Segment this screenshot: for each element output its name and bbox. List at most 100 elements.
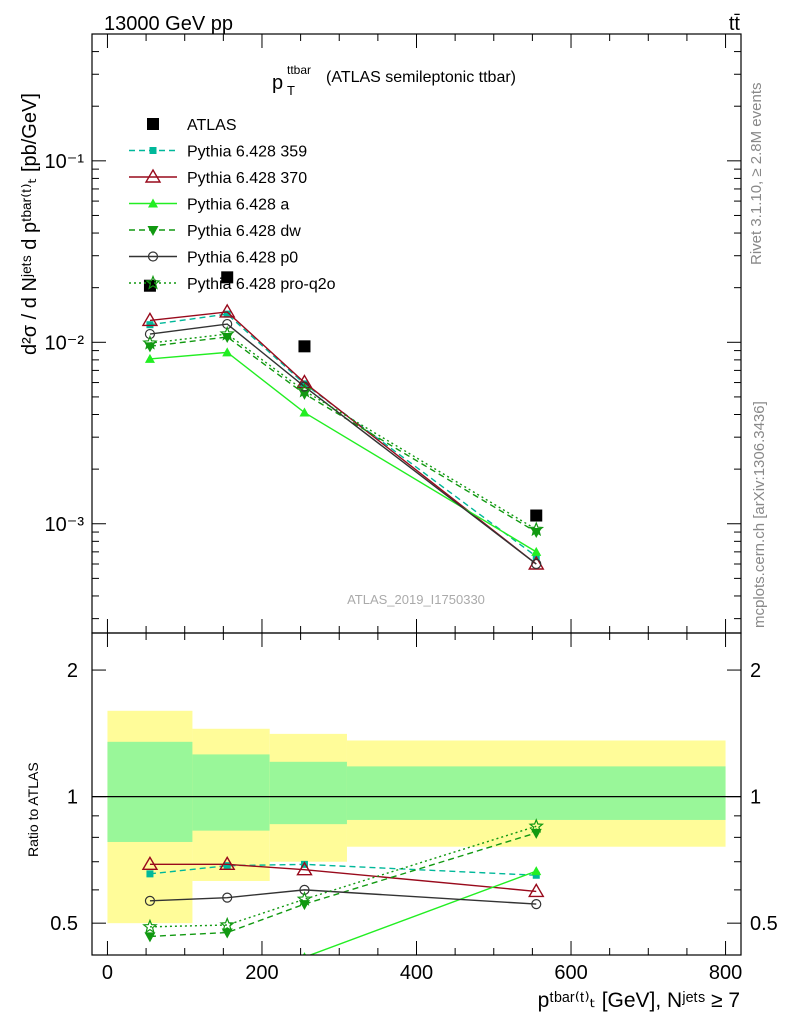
ratio-band-green-3	[346, 766, 726, 820]
ratio-band-green-1	[192, 754, 270, 831]
main-line-series-3	[149, 351, 537, 553]
ratio-point-series-4-1	[222, 892, 233, 903]
main-line-series-4	[149, 336, 537, 533]
main-line-series-1	[149, 313, 537, 558]
ratio-point-series-5-3	[528, 818, 545, 833]
ratio-point-series-0-1	[223, 862, 231, 870]
ratio-point-series-0-2	[300, 860, 308, 868]
ratio-point-series-1-1	[218, 855, 236, 871]
x-tick-label: 400	[400, 962, 433, 984]
legend-label-2: Pythia 6.428 370	[187, 170, 307, 187]
main-point-series-1-1	[223, 310, 231, 318]
ratio-point-series-2-0	[145, 961, 155, 970]
main-panel: 10⁻¹ 10⁻² 10⁻³	[45, 33, 742, 634]
main-point-series-6-1	[219, 325, 235, 341]
main-y-tick-label: 10⁻¹	[45, 151, 85, 173]
ratio-line-series-0	[149, 863, 537, 876]
ratio-line-series-2	[308, 870, 537, 955]
ratio-point-series-2-1	[222, 966, 232, 975]
x-tick-label: 600	[554, 962, 587, 984]
ratio-line-series-3	[149, 832, 537, 938]
legend-label-3: Pythia 6.428 a	[187, 197, 289, 214]
main-line-series-2	[149, 311, 537, 565]
ratio-y-tick-label-left: 1	[67, 787, 78, 809]
main-point-series-0-3	[530, 509, 543, 522]
ratio-line-series-1	[149, 863, 537, 893]
main-point-series-0-2	[298, 340, 311, 353]
header-left: 13000 GeV pp	[104, 13, 233, 35]
ratio-point-series-3-1	[221, 928, 233, 939]
main-point-series-5-0	[144, 328, 156, 340]
legend-marker-2	[144, 168, 162, 183]
main-point-series-3-0	[144, 353, 155, 363]
main-line-series-6	[149, 333, 537, 531]
main-point-series-0-1	[221, 271, 234, 284]
x-tick-label: 200	[245, 962, 278, 984]
main-y-axis-label: d²σ / d Nʲᵉᵗˢ d pᵗᵇᵃʳ⁽ᵗ⁾ₜ [pb/GeV]	[19, 93, 41, 355]
main-point-series-3-2	[299, 407, 310, 417]
ratio-y-tick-label-left: 2	[67, 660, 78, 682]
legend-label-0: ATLAS	[187, 117, 237, 134]
legend-marker-6	[145, 274, 161, 290]
ratio-panel: 0 200 400 600 800 2 2 1 1 0.5 0.5	[50, 632, 778, 984]
ratio-point-series-4-3	[531, 899, 542, 910]
main-point-series-5-2	[299, 381, 310, 392]
ratio-point-series-5-1	[219, 916, 235, 932]
ratio-point-series-5-2	[296, 891, 313, 906]
main-y-tick-label: 10⁻³	[45, 514, 85, 536]
rivet-label: Rivet 3.1.10, ≥ 2.8M events	[748, 83, 765, 266]
legend: ATLAS Pythia 6.428 359 Pythia 6.428 370 Pyt…	[129, 117, 336, 293]
main-point-series-3-3	[531, 546, 542, 556]
ratio-series-group	[141, 818, 545, 975]
main-point-series-6-0	[142, 334, 158, 350]
plot-title: p T ttbar (ATLAS semileptonic ttbar)	[272, 63, 516, 98]
ratio-point-series-1-3	[528, 883, 545, 898]
ratio-point-series-2-3	[531, 866, 542, 876]
main-line-series-5	[149, 323, 537, 565]
x-tick-label: 0	[102, 962, 113, 984]
ratio-y-axis-label: Ratio to ATLAS	[25, 762, 41, 857]
main-point-series-2-2	[296, 374, 313, 389]
legend-marker-3	[148, 198, 158, 208]
ratio-y-tick-label-right: 2	[750, 660, 761, 682]
ratio-y-tick-label-right: 0.5	[750, 913, 778, 935]
plot-title-rest: (ATLAS semileptonic ttbar)	[326, 69, 516, 86]
main-point-series-3-1	[222, 347, 233, 357]
plot-title-main: p	[272, 72, 283, 94]
plot-title-sup: ttbar	[287, 63, 311, 77]
legend-marker-5	[147, 251, 159, 262]
ratio-point-series-2-2	[302, 952, 307, 955]
main-y-tick-label: 10⁻²	[45, 332, 85, 354]
main-point-series-1-0	[146, 321, 154, 329]
ratio-line-series-5	[149, 825, 537, 928]
legend-marker-4	[147, 226, 159, 236]
ratio-point-series-3-0	[144, 932, 156, 943]
legend-label-5: Pythia 6.428 p0	[187, 250, 298, 267]
legend-marker-1	[149, 147, 157, 154]
ratio-point-series-4-0	[144, 895, 156, 906]
ratio-point-series-0-0	[146, 870, 154, 878]
plot-title-sub: T	[287, 83, 295, 98]
ratio-point-series-0-3	[532, 871, 540, 879]
ratio-point-series-1-0	[141, 855, 159, 871]
main-point-series-6-2	[296, 382, 313, 398]
main-point-series-6-3	[528, 521, 545, 537]
main-point-series-2-1	[218, 303, 236, 318]
legend-label-4: Pythia 6.428 dw	[187, 223, 301, 240]
ratio-line-series-4	[149, 889, 537, 905]
main-point-series-5-3	[531, 558, 542, 570]
x-tick-label: 800	[709, 962, 742, 984]
analysis-tag: ATLAS_2019_I1750330	[347, 592, 485, 607]
main-series-group	[141, 271, 545, 570]
legend-label-6: Pythia 6.428 pro-q2o	[187, 276, 336, 293]
ratio-band-green-2	[269, 761, 347, 825]
legend-marker-0	[147, 118, 159, 130]
ratio-point-series-5-0	[142, 918, 158, 934]
ratio-point-series-1-2	[296, 861, 313, 876]
ratio-y-tick-label-right: 1	[750, 787, 761, 809]
header-right: tt̄	[729, 13, 741, 35]
ratio-band-green-0	[107, 741, 193, 842]
mcplots-label: mcplots.cern.ch [arXiv:1306.3436]	[751, 401, 768, 628]
main-point-series-2-0	[141, 312, 159, 327]
